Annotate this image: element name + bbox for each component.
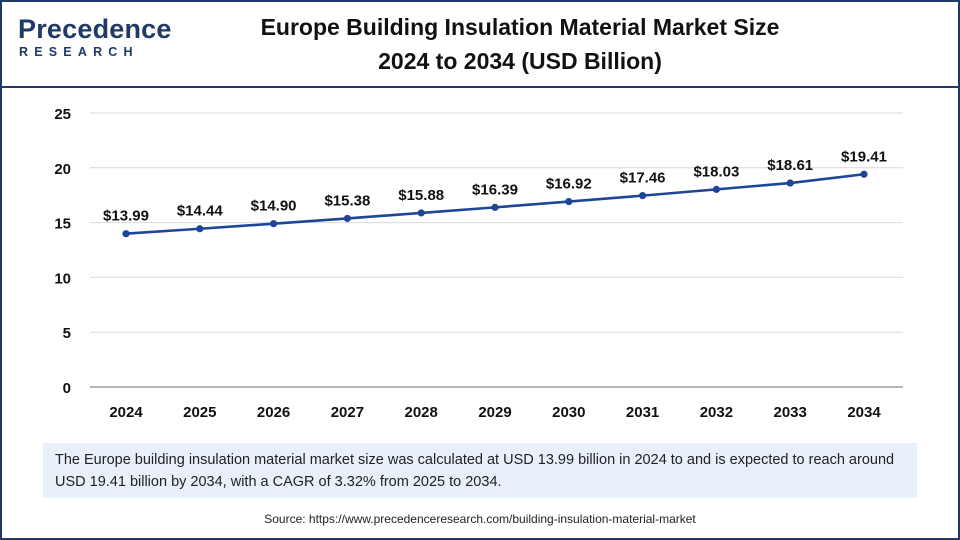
y-tick-label: 0 (63, 380, 71, 397)
data-label: $15.88 (398, 187, 444, 204)
logo-subtitle: RESEARCH (19, 45, 139, 59)
x-tick-label: 2025 (183, 404, 216, 421)
y-tick-label: 25 (54, 106, 71, 123)
summary-box: The Europe building insulation material … (43, 443, 917, 498)
x-tick-label: 2032 (700, 404, 733, 421)
header-divider (0, 86, 960, 88)
data-point (343, 214, 351, 223)
x-tick-label: 2031 (626, 404, 659, 421)
x-tick-label: 2034 (847, 404, 881, 421)
data-point (270, 220, 278, 228)
x-tick-label: 2033 (774, 404, 807, 421)
x-tick-label: 2030 (552, 404, 585, 421)
data-point (786, 179, 794, 187)
header: Precedence RESEARCH Europe Building Insu… (0, 0, 960, 87)
data-label: $15.38 (324, 192, 370, 209)
data-label: $16.92 (546, 176, 592, 193)
chart-title-line-1: Europe Building Insulation Material Mark… (260, 14, 780, 40)
x-tick-label: 2024 (109, 404, 143, 421)
data-label: $18.03 (693, 163, 739, 180)
y-tick-label: 20 (54, 161, 71, 178)
data-point (122, 230, 130, 238)
y-tick-label: 5 (63, 325, 71, 342)
data-label: $16.39 (472, 181, 518, 198)
y-tick-label: 10 (54, 270, 71, 287)
x-tick-label: 2029 (478, 404, 511, 421)
source-note: Source: https://www.precedenceresearch.c… (264, 512, 696, 526)
data-label: $14.90 (251, 198, 297, 215)
data-point (417, 209, 425, 217)
data-label: $18.61 (767, 157, 813, 174)
data-point (712, 185, 721, 193)
data-point (196, 225, 204, 233)
chart-title: Europe Building Insulation Material Mark… (190, 10, 850, 78)
logo-wordmark: Precedence (18, 14, 172, 44)
data-point (860, 170, 868, 178)
data-label: $14.44 (177, 203, 224, 220)
data-point (639, 192, 647, 200)
data-label: $19.41 (841, 148, 887, 165)
y-tick-label: 15 (54, 216, 71, 233)
brand-logo: Precedence RESEARCH (18, 14, 171, 64)
data-point (491, 203, 499, 211)
x-tick-label: 2027 (331, 404, 364, 421)
x-tick-label: 2026 (257, 404, 290, 421)
x-tick-label: 2028 (405, 404, 438, 421)
chart-title-line-2: 2024 to 2034 (USD Billion) (378, 48, 662, 74)
data-point (565, 197, 573, 206)
data-label: $17.46 (620, 170, 666, 187)
data-label: $13.99 (103, 208, 149, 225)
